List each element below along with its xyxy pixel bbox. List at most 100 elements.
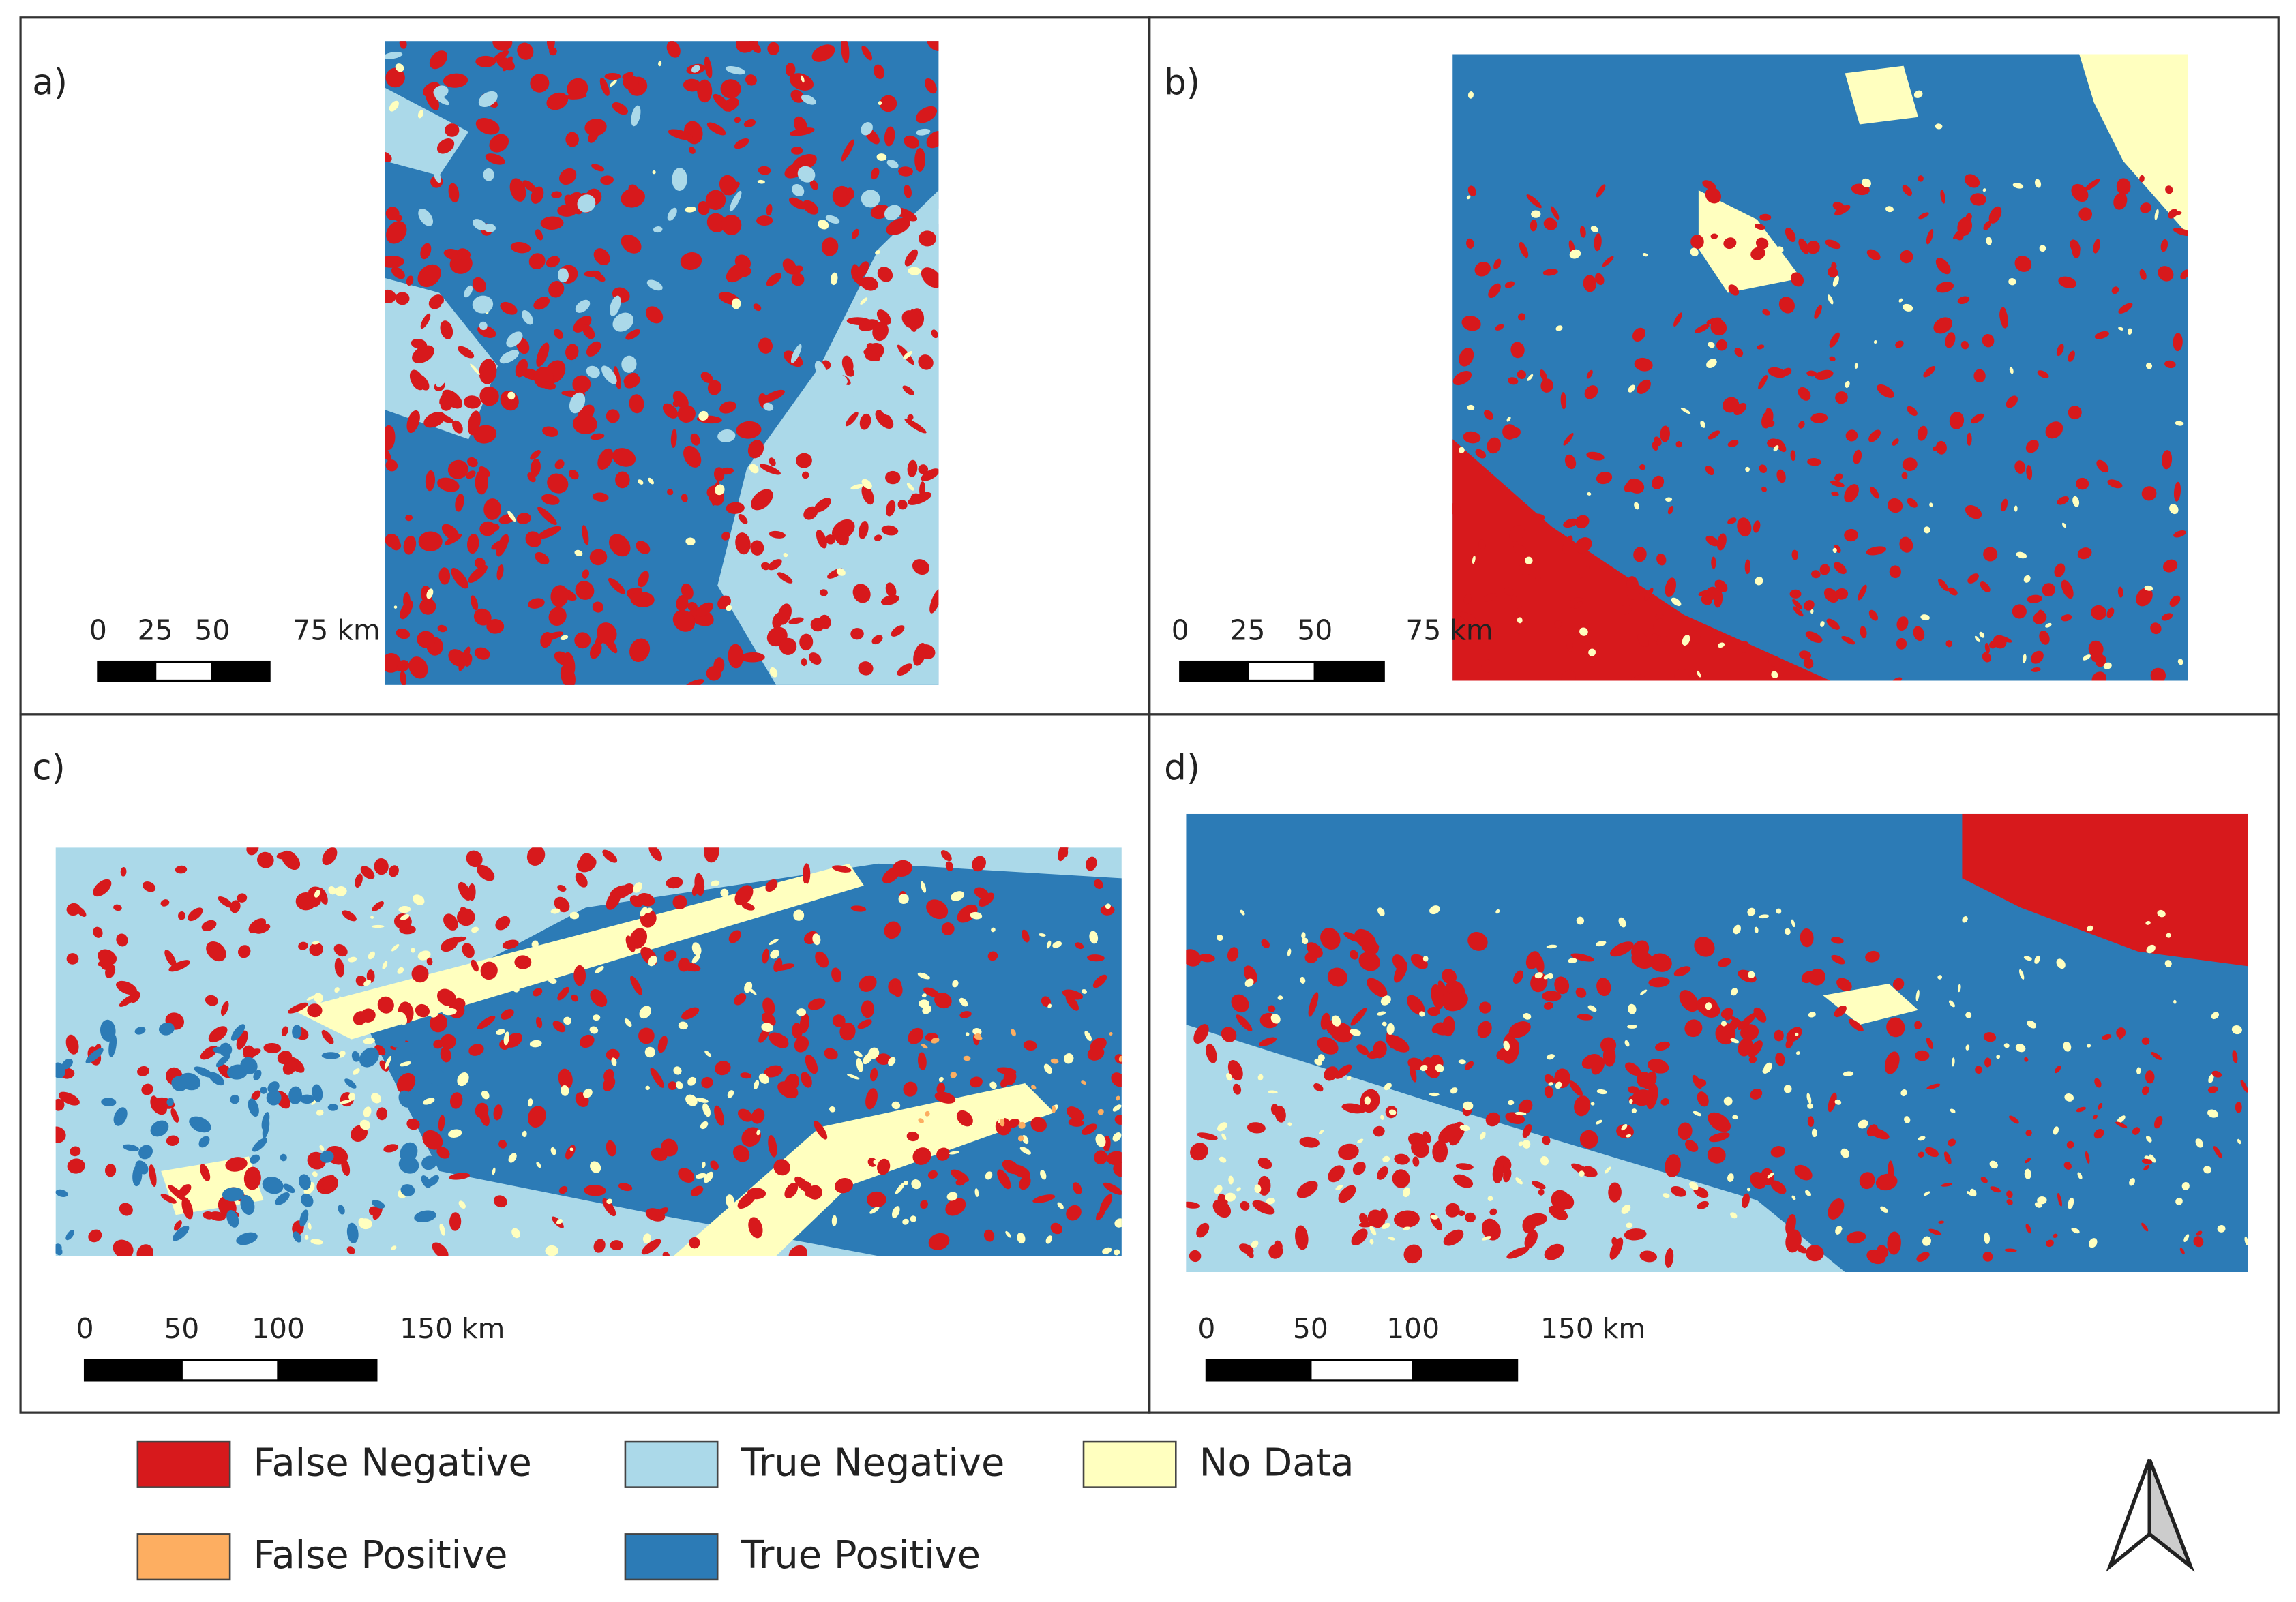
map-patch [2008, 278, 2016, 286]
map-patch [641, 1239, 661, 1255]
map-patch [1296, 1181, 1318, 1198]
map-patch [1540, 369, 1547, 381]
map-patch [1862, 999, 1868, 1005]
map-patch [1877, 384, 1894, 398]
map-patch [1482, 593, 1497, 602]
map-patch [2162, 450, 2173, 470]
map-patch [1561, 669, 1576, 681]
map-patch [1935, 440, 1947, 455]
map-patch [548, 607, 567, 626]
map-patch [719, 467, 734, 475]
map-patch [928, 1233, 950, 1250]
map-patch [528, 1106, 546, 1128]
map-patch [492, 41, 513, 51]
map-patch [1591, 1057, 1605, 1075]
map-patch [1575, 987, 1587, 998]
map-patch [1748, 1040, 1763, 1058]
map-patch [1648, 977, 1670, 988]
map-patch [670, 429, 677, 448]
map-patch [168, 1185, 186, 1201]
map-patch [728, 930, 741, 943]
map-patch [260, 1087, 267, 1094]
panel-label: c) [32, 747, 65, 788]
map-patch [1885, 206, 1894, 213]
map-patch [359, 1119, 371, 1130]
panel: b)0 25 50 75 km [1148, 16, 2280, 716]
map-patch [2203, 1166, 2211, 1174]
map-patch [405, 514, 413, 522]
map-patch [873, 1160, 879, 1165]
map-patch [1888, 498, 1903, 513]
map-patch [171, 1076, 188, 1092]
map-patch [372, 901, 384, 911]
map-patch [457, 248, 471, 260]
map-patch [1534, 972, 1543, 979]
map [1186, 813, 2248, 1272]
map-patch [1239, 1243, 1254, 1254]
map-patch [1546, 1054, 1555, 1060]
map-patch [395, 292, 410, 305]
map-patch [2078, 207, 2093, 221]
map-patch [1540, 378, 1553, 393]
map-patch [506, 331, 523, 348]
map-patch [735, 532, 751, 555]
map-patch [850, 628, 864, 640]
map-patch [552, 1021, 566, 1033]
map-patch [863, 350, 881, 361]
map-patch [411, 965, 429, 983]
map-patch [589, 549, 608, 566]
map-patch [495, 916, 511, 931]
map-patch [1674, 669, 1690, 681]
map-patch [2173, 999, 2177, 1004]
map-patch [1705, 535, 1719, 547]
map-patch [648, 955, 657, 967]
map-patch [554, 329, 564, 339]
map-patch [1266, 1198, 1276, 1205]
map-patch [1550, 206, 1560, 220]
map-patch [1452, 503, 1461, 515]
map-patch [575, 581, 595, 600]
map-patch [1081, 988, 1087, 994]
map-patch [1586, 451, 1605, 461]
map-patch [704, 1171, 714, 1183]
map-patch [428, 294, 444, 309]
map-patch [569, 470, 579, 480]
map-patch [1480, 1132, 1486, 1140]
map-patch [1792, 599, 1803, 609]
map-patch [2027, 1020, 2037, 1029]
map-patch [385, 207, 400, 221]
map-patch [814, 1120, 828, 1140]
map-patch [1373, 1125, 1385, 1137]
map-patch [1095, 1208, 1105, 1221]
scale-label: 150 km [1540, 1312, 1645, 1345]
map-patch [799, 633, 814, 651]
map-patch [1898, 298, 1903, 303]
map-patch [1711, 556, 1716, 569]
map-patch [55, 1098, 65, 1111]
map-patch [1742, 1193, 1750, 1209]
map-patch [859, 975, 877, 992]
map-patch [1479, 1001, 1491, 1014]
map-patch [1075, 942, 1084, 950]
map-patch [2145, 920, 2151, 925]
map-patch [1873, 340, 1877, 344]
map-patch [1602, 1045, 1616, 1067]
map-patch [396, 628, 411, 639]
map-patch [592, 492, 609, 502]
map-patch [512, 985, 520, 993]
map-patch [1544, 1243, 1564, 1260]
map-patch [2132, 1127, 2141, 1135]
map-patch [2087, 925, 2093, 932]
scale-bar-segment [154, 660, 213, 682]
map-patch [831, 519, 855, 541]
map-patch [1804, 600, 1815, 611]
map-patch [777, 572, 793, 584]
map-patch [1525, 556, 1533, 564]
map-patch [921, 267, 939, 288]
map-patch [1010, 1164, 1030, 1179]
map-patch [557, 986, 569, 1001]
map-patch [536, 1162, 541, 1168]
map-patch [1720, 1021, 1727, 1027]
map-patch [1464, 1061, 1474, 1070]
map-patch [1488, 620, 1495, 628]
